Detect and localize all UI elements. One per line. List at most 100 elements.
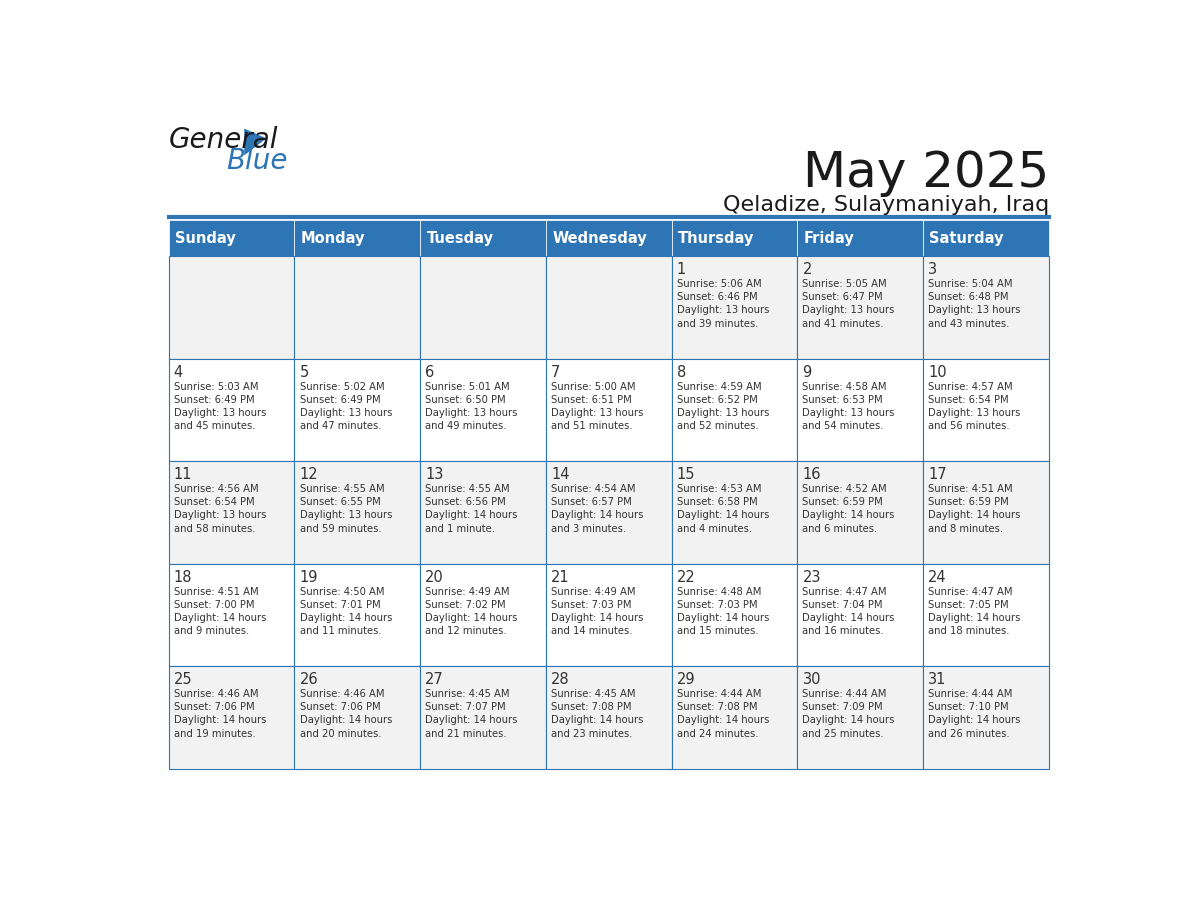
Text: Sunrise: 4:52 AM
Sunset: 6:59 PM
Daylight: 14 hours
and 6 minutes.: Sunrise: 4:52 AM Sunset: 6:59 PM Dayligh… bbox=[802, 484, 895, 533]
Text: Sunrise: 4:44 AM
Sunset: 7:09 PM
Daylight: 14 hours
and 25 minutes.: Sunrise: 4:44 AM Sunset: 7:09 PM Dayligh… bbox=[802, 689, 895, 739]
Text: 4: 4 bbox=[173, 364, 183, 380]
Text: 2: 2 bbox=[802, 263, 811, 277]
Text: Sunrise: 5:01 AM
Sunset: 6:50 PM
Daylight: 13 hours
and 49 minutes.: Sunrise: 5:01 AM Sunset: 6:50 PM Dayligh… bbox=[425, 382, 518, 431]
Text: May 2025: May 2025 bbox=[803, 149, 1049, 197]
Text: 27: 27 bbox=[425, 672, 444, 687]
Text: Sunrise: 4:53 AM
Sunset: 6:58 PM
Daylight: 14 hours
and 4 minutes.: Sunrise: 4:53 AM Sunset: 6:58 PM Dayligh… bbox=[677, 484, 769, 533]
Text: Qeladize, Sulaymaniyah, Iraq: Qeladize, Sulaymaniyah, Iraq bbox=[722, 195, 1049, 215]
Bar bbox=[295, 564, 421, 666]
Polygon shape bbox=[245, 129, 266, 155]
Bar bbox=[671, 666, 797, 769]
Bar bbox=[546, 564, 671, 666]
Bar bbox=[169, 564, 295, 666]
Text: Tuesday: Tuesday bbox=[426, 230, 493, 246]
Text: Blue: Blue bbox=[226, 147, 287, 175]
Bar bbox=[169, 462, 295, 564]
Bar bbox=[421, 219, 546, 256]
Bar bbox=[797, 666, 923, 769]
Text: 29: 29 bbox=[677, 672, 695, 687]
Text: Sunrise: 5:06 AM
Sunset: 6:46 PM
Daylight: 13 hours
and 39 minutes.: Sunrise: 5:06 AM Sunset: 6:46 PM Dayligh… bbox=[677, 279, 769, 329]
Bar bbox=[546, 256, 671, 359]
Text: 28: 28 bbox=[551, 672, 569, 687]
Bar bbox=[421, 359, 546, 462]
Bar bbox=[421, 666, 546, 769]
Text: Sunrise: 4:45 AM
Sunset: 7:07 PM
Daylight: 14 hours
and 21 minutes.: Sunrise: 4:45 AM Sunset: 7:07 PM Dayligh… bbox=[425, 689, 518, 739]
Text: Sunrise: 4:49 AM
Sunset: 7:03 PM
Daylight: 14 hours
and 14 minutes.: Sunrise: 4:49 AM Sunset: 7:03 PM Dayligh… bbox=[551, 587, 644, 636]
Bar bbox=[797, 359, 923, 462]
Text: Sunrise: 4:48 AM
Sunset: 7:03 PM
Daylight: 14 hours
and 15 minutes.: Sunrise: 4:48 AM Sunset: 7:03 PM Dayligh… bbox=[677, 587, 769, 636]
Bar bbox=[797, 219, 923, 256]
Text: Sunrise: 5:05 AM
Sunset: 6:47 PM
Daylight: 13 hours
and 41 minutes.: Sunrise: 5:05 AM Sunset: 6:47 PM Dayligh… bbox=[802, 279, 895, 329]
Text: 9: 9 bbox=[802, 364, 811, 380]
Text: 3: 3 bbox=[928, 263, 937, 277]
Bar bbox=[295, 256, 421, 359]
Text: Sunrise: 4:46 AM
Sunset: 7:06 PM
Daylight: 14 hours
and 19 minutes.: Sunrise: 4:46 AM Sunset: 7:06 PM Dayligh… bbox=[173, 689, 266, 739]
Bar bbox=[797, 462, 923, 564]
Bar bbox=[671, 219, 797, 256]
Text: 14: 14 bbox=[551, 467, 569, 482]
Text: Friday: Friday bbox=[804, 230, 854, 246]
Text: 11: 11 bbox=[173, 467, 192, 482]
Text: 13: 13 bbox=[425, 467, 443, 482]
Bar bbox=[923, 462, 1049, 564]
Text: Sunrise: 4:49 AM
Sunset: 7:02 PM
Daylight: 14 hours
and 12 minutes.: Sunrise: 4:49 AM Sunset: 7:02 PM Dayligh… bbox=[425, 587, 518, 636]
Bar bbox=[295, 666, 421, 769]
Bar bbox=[169, 256, 295, 359]
Text: Sunrise: 5:04 AM
Sunset: 6:48 PM
Daylight: 13 hours
and 43 minutes.: Sunrise: 5:04 AM Sunset: 6:48 PM Dayligh… bbox=[928, 279, 1020, 329]
Text: Sunrise: 4:45 AM
Sunset: 7:08 PM
Daylight: 14 hours
and 23 minutes.: Sunrise: 4:45 AM Sunset: 7:08 PM Dayligh… bbox=[551, 689, 644, 739]
Text: Sunrise: 5:03 AM
Sunset: 6:49 PM
Daylight: 13 hours
and 45 minutes.: Sunrise: 5:03 AM Sunset: 6:49 PM Dayligh… bbox=[173, 382, 266, 431]
Text: Sunrise: 4:44 AM
Sunset: 7:10 PM
Daylight: 14 hours
and 26 minutes.: Sunrise: 4:44 AM Sunset: 7:10 PM Dayligh… bbox=[928, 689, 1020, 739]
Text: 20: 20 bbox=[425, 569, 444, 585]
Bar bbox=[421, 256, 546, 359]
Bar bbox=[923, 666, 1049, 769]
Text: General: General bbox=[169, 126, 278, 153]
Bar bbox=[923, 219, 1049, 256]
Text: Sunrise: 4:55 AM
Sunset: 6:55 PM
Daylight: 13 hours
and 59 minutes.: Sunrise: 4:55 AM Sunset: 6:55 PM Dayligh… bbox=[299, 484, 392, 533]
Bar bbox=[923, 359, 1049, 462]
Text: 7: 7 bbox=[551, 364, 561, 380]
Text: 1: 1 bbox=[677, 263, 685, 277]
Text: 8: 8 bbox=[677, 364, 685, 380]
Text: Monday: Monday bbox=[301, 230, 365, 246]
Text: 19: 19 bbox=[299, 569, 318, 585]
Bar bbox=[546, 666, 671, 769]
Bar bbox=[546, 359, 671, 462]
Text: Sunrise: 5:00 AM
Sunset: 6:51 PM
Daylight: 13 hours
and 51 minutes.: Sunrise: 5:00 AM Sunset: 6:51 PM Dayligh… bbox=[551, 382, 644, 431]
Text: 25: 25 bbox=[173, 672, 192, 687]
Bar bbox=[546, 219, 671, 256]
Bar bbox=[671, 359, 797, 462]
Bar bbox=[671, 564, 797, 666]
Text: 31: 31 bbox=[928, 672, 947, 687]
Text: 12: 12 bbox=[299, 467, 318, 482]
Text: Sunrise: 4:47 AM
Sunset: 7:05 PM
Daylight: 14 hours
and 18 minutes.: Sunrise: 4:47 AM Sunset: 7:05 PM Dayligh… bbox=[928, 587, 1020, 636]
Text: Thursday: Thursday bbox=[678, 230, 754, 246]
Bar bbox=[546, 462, 671, 564]
Text: Sunrise: 4:57 AM
Sunset: 6:54 PM
Daylight: 13 hours
and 56 minutes.: Sunrise: 4:57 AM Sunset: 6:54 PM Dayligh… bbox=[928, 382, 1020, 431]
Text: Sunrise: 4:59 AM
Sunset: 6:52 PM
Daylight: 13 hours
and 52 minutes.: Sunrise: 4:59 AM Sunset: 6:52 PM Dayligh… bbox=[677, 382, 769, 431]
Text: Saturday: Saturday bbox=[929, 230, 1004, 246]
Bar bbox=[421, 462, 546, 564]
Text: 15: 15 bbox=[677, 467, 695, 482]
Text: 30: 30 bbox=[802, 672, 821, 687]
Text: Sunrise: 4:54 AM
Sunset: 6:57 PM
Daylight: 14 hours
and 3 minutes.: Sunrise: 4:54 AM Sunset: 6:57 PM Dayligh… bbox=[551, 484, 644, 533]
Text: 16: 16 bbox=[802, 467, 821, 482]
Text: Sunrise: 4:46 AM
Sunset: 7:06 PM
Daylight: 14 hours
and 20 minutes.: Sunrise: 4:46 AM Sunset: 7:06 PM Dayligh… bbox=[299, 689, 392, 739]
Text: Sunrise: 4:47 AM
Sunset: 7:04 PM
Daylight: 14 hours
and 16 minutes.: Sunrise: 4:47 AM Sunset: 7:04 PM Dayligh… bbox=[802, 587, 895, 636]
Bar bbox=[169, 666, 295, 769]
Text: 18: 18 bbox=[173, 569, 192, 585]
Bar bbox=[295, 359, 421, 462]
Bar bbox=[923, 564, 1049, 666]
Text: Sunrise: 4:58 AM
Sunset: 6:53 PM
Daylight: 13 hours
and 54 minutes.: Sunrise: 4:58 AM Sunset: 6:53 PM Dayligh… bbox=[802, 382, 895, 431]
Text: Wednesday: Wednesday bbox=[552, 230, 647, 246]
Text: 10: 10 bbox=[928, 364, 947, 380]
Text: Sunday: Sunday bbox=[175, 230, 235, 246]
Bar bbox=[671, 256, 797, 359]
Bar bbox=[671, 462, 797, 564]
Text: 24: 24 bbox=[928, 569, 947, 585]
Text: Sunrise: 4:55 AM
Sunset: 6:56 PM
Daylight: 14 hours
and 1 minute.: Sunrise: 4:55 AM Sunset: 6:56 PM Dayligh… bbox=[425, 484, 518, 533]
Text: 26: 26 bbox=[299, 672, 318, 687]
Text: Sunrise: 4:50 AM
Sunset: 7:01 PM
Daylight: 14 hours
and 11 minutes.: Sunrise: 4:50 AM Sunset: 7:01 PM Dayligh… bbox=[299, 587, 392, 636]
Text: 17: 17 bbox=[928, 467, 947, 482]
Bar bbox=[797, 564, 923, 666]
Text: 23: 23 bbox=[802, 569, 821, 585]
